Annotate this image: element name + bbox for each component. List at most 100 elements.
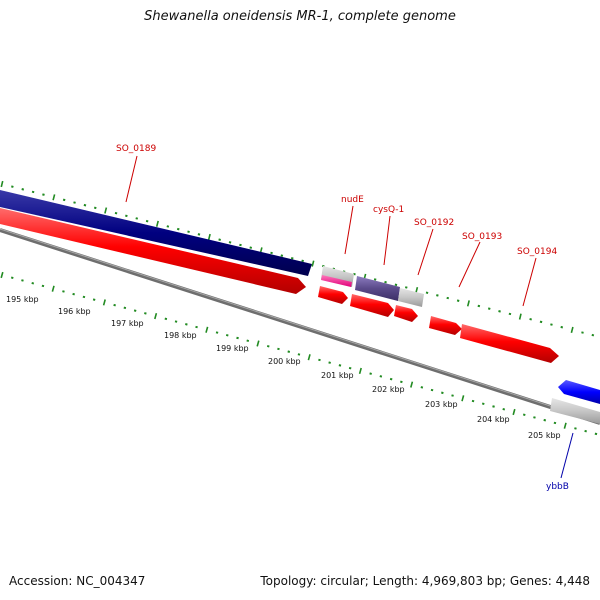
inner-scale-tick xyxy=(307,354,311,361)
gene-features xyxy=(0,190,600,424)
inner-scale-tick xyxy=(51,285,55,292)
kbp-label-202: 202 kbp xyxy=(372,385,405,394)
outer-scale-tick xyxy=(539,320,543,324)
gene-so0193-feature[interactable] xyxy=(429,316,462,335)
label-cysq1[interactable]: cysQ-1 xyxy=(373,205,404,215)
outer-scale-tick xyxy=(197,233,201,236)
leader-so0194 xyxy=(522,257,537,307)
outer-scale-tick xyxy=(176,227,180,231)
genome-summary-text: Topology: circular; Length: 4,969,803 bp… xyxy=(260,574,590,588)
leader-so0192 xyxy=(417,228,434,276)
outer-scale-tick xyxy=(83,203,87,207)
outer-scale-tick xyxy=(145,219,149,223)
inner-scale-tick xyxy=(92,298,96,301)
label-so0193[interactable]: SO_0193 xyxy=(462,232,502,242)
outer-scale-tick xyxy=(498,310,501,313)
inner-scale-ticks xyxy=(0,271,598,436)
gene-ybbb-feature[interactable] xyxy=(558,380,600,404)
inner-scale-tick xyxy=(502,408,506,411)
inner-scale-tick xyxy=(205,326,209,333)
inner-scale-tick xyxy=(553,421,557,425)
inner-scale-tick xyxy=(379,375,383,378)
outer-scale-tick xyxy=(508,312,512,316)
leader-so0193 xyxy=(458,241,481,288)
outer-scale-tick xyxy=(125,214,128,218)
kbp-labels: 195 kbp 196 kbp 197 kbp 198 kbp 199 kbp … xyxy=(6,295,561,440)
inner-scale-tick xyxy=(338,364,342,367)
outer-scale-tick xyxy=(249,246,253,249)
gene-red-a[interactable] xyxy=(318,286,348,304)
outer-scale-tick xyxy=(155,220,159,227)
inner-scale-tick xyxy=(113,303,116,307)
outer-scale-ticks xyxy=(0,180,595,337)
leader-nude xyxy=(344,205,354,255)
leader-cysq1 xyxy=(383,215,391,266)
label-so0192[interactable]: SO_0192 xyxy=(414,218,454,228)
kbp-label-199: 199 kbp xyxy=(216,344,249,353)
outer-scale-tick xyxy=(73,201,76,204)
inner-scale-tick xyxy=(277,347,280,351)
inner-scale-tick xyxy=(594,432,598,436)
inner-scale-tick xyxy=(584,429,587,433)
inner-scale-tick xyxy=(236,336,239,340)
outer-scale-tick xyxy=(135,217,139,220)
outer-scale-tick xyxy=(311,260,315,267)
gene-so0189-feature[interactable] xyxy=(0,190,312,276)
kbp-label-196: 196 kbp xyxy=(58,307,91,316)
inner-scale-tick xyxy=(31,282,35,285)
inner-scale-tick xyxy=(348,366,352,370)
outer-scale-tick xyxy=(280,254,284,257)
inner-scale-tick xyxy=(389,377,393,381)
inner-scale-tick xyxy=(297,353,301,356)
outer-scale-tick xyxy=(591,333,595,337)
inner-scale-tick xyxy=(400,380,403,384)
outer-scale-tick xyxy=(425,291,429,294)
outer-scale-tick xyxy=(487,307,491,310)
outer-scale-tick xyxy=(21,188,25,191)
inner-scale-tick xyxy=(133,309,137,312)
gene-red-b[interactable] xyxy=(350,294,394,317)
inner-scale-tick xyxy=(10,276,14,279)
outer-scale-tick xyxy=(218,238,221,241)
map-title: Shewanella oneidensis MR-1, complete gen… xyxy=(144,9,456,24)
outer-scale-tick xyxy=(415,286,419,294)
outer-scale-tick xyxy=(0,180,4,188)
label-so0194[interactable]: SO_0194 xyxy=(517,247,557,257)
inner-scale-tick xyxy=(512,408,516,416)
inner-scale-tick xyxy=(174,320,178,323)
gene-red-c[interactable] xyxy=(394,305,418,322)
gene-nude-rna[interactable] xyxy=(321,275,352,287)
outer-scale-tick xyxy=(290,257,294,260)
outer-scale-tick xyxy=(466,300,470,307)
outer-scale-tick xyxy=(11,185,14,188)
gene-cysq1-feature[interactable] xyxy=(355,276,400,301)
gene-so0192-feature[interactable] xyxy=(398,288,424,307)
inner-scale-tick xyxy=(246,339,250,342)
leader-so0189 xyxy=(125,155,138,203)
gene-gray-pseudo[interactable] xyxy=(550,398,600,424)
label-ybbb[interactable]: ybbB xyxy=(546,482,569,492)
inner-scale-tick xyxy=(451,394,454,397)
outer-scale-tick xyxy=(114,211,118,215)
inner-scale-tick xyxy=(410,381,414,388)
outer-scale-tick xyxy=(518,313,522,320)
inner-scale-tick xyxy=(164,317,168,321)
inner-scale-tick xyxy=(72,292,75,296)
inner-scale-tick xyxy=(461,395,465,402)
outer-scale-tick xyxy=(436,294,439,297)
inner-scale-tick xyxy=(328,361,331,364)
outer-scale-tick xyxy=(104,207,108,214)
accession-text: Accession: NC_004347 xyxy=(9,574,146,588)
outer-scale-tick xyxy=(62,198,66,202)
inner-scale-tick xyxy=(102,299,106,306)
label-so0189[interactable]: SO_0189 xyxy=(116,144,156,154)
outer-scale-tick xyxy=(373,278,377,281)
outer-scale-tick xyxy=(239,243,242,247)
gene-so0194-feature[interactable] xyxy=(460,324,559,363)
label-nude[interactable]: nudE xyxy=(341,195,364,205)
inner-scale-tick xyxy=(266,345,270,348)
gene-red-forward-feature[interactable] xyxy=(0,208,306,294)
outer-scale-tick xyxy=(550,323,553,326)
inner-scale-tick xyxy=(563,422,567,429)
